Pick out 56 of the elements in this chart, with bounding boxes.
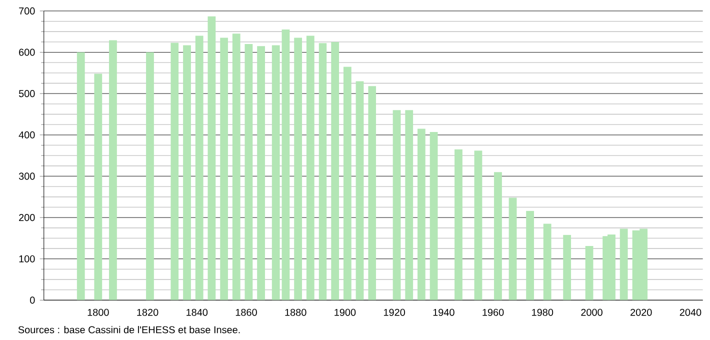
bar xyxy=(331,42,340,300)
bar xyxy=(508,198,517,300)
x-tick-label: 1820 xyxy=(137,308,158,316)
bar xyxy=(272,45,280,300)
bar xyxy=(183,45,191,300)
bar xyxy=(563,234,572,300)
x-tick-label: 1960 xyxy=(482,308,504,316)
bar xyxy=(282,30,290,300)
bar xyxy=(195,36,204,300)
x-tick-label: 2040 xyxy=(680,308,702,316)
x-tick-label: 2000 xyxy=(581,308,602,316)
y-tick-label: 400 xyxy=(18,131,35,138)
x-tick-label: 1900 xyxy=(334,308,356,316)
bar xyxy=(94,74,102,300)
x-tick-label: 1920 xyxy=(384,308,405,316)
y-tick-label: 700 xyxy=(19,7,35,15)
bar xyxy=(405,110,414,300)
x-tick-label: 1880 xyxy=(285,308,306,316)
bar xyxy=(356,81,364,300)
bar xyxy=(232,34,240,300)
bar xyxy=(494,172,502,300)
y-tick-label: 500 xyxy=(18,90,35,98)
y-tick-label: 100 xyxy=(19,255,35,262)
bar xyxy=(368,86,376,300)
bar xyxy=(244,44,253,300)
bar xyxy=(454,149,462,300)
x-tick-label: 1980 xyxy=(532,308,554,316)
y-tick-label: 200 xyxy=(19,214,35,222)
x-tick-label: 2020 xyxy=(630,308,652,316)
bar xyxy=(543,224,552,300)
bar xyxy=(208,16,216,300)
bar xyxy=(76,52,85,300)
bar xyxy=(146,52,154,300)
bar xyxy=(318,43,327,300)
bar xyxy=(257,46,265,300)
bar xyxy=(343,66,352,300)
bar xyxy=(220,38,228,300)
x-tick-label: 1940 xyxy=(433,308,454,316)
bar xyxy=(294,38,302,300)
y-tick-label: 0 xyxy=(30,296,35,304)
bar xyxy=(526,210,534,300)
bar xyxy=(392,110,401,300)
bar xyxy=(306,36,314,300)
x-tick-label: 1860 xyxy=(236,308,257,316)
bar xyxy=(430,132,438,300)
bar xyxy=(585,246,594,300)
x-tick-label: 1800 xyxy=(88,308,109,316)
bar xyxy=(620,228,628,300)
x-tick-label: 1840 xyxy=(186,308,208,316)
bar xyxy=(474,150,482,300)
bar xyxy=(109,40,117,300)
y-tick-label: 300 xyxy=(18,172,35,180)
y-tick-label: 600 xyxy=(19,48,35,56)
source-note: Sources : base Cassini de l'EHESS et base Insee. xyxy=(18,326,240,334)
bar xyxy=(170,42,179,300)
bar xyxy=(418,128,426,300)
